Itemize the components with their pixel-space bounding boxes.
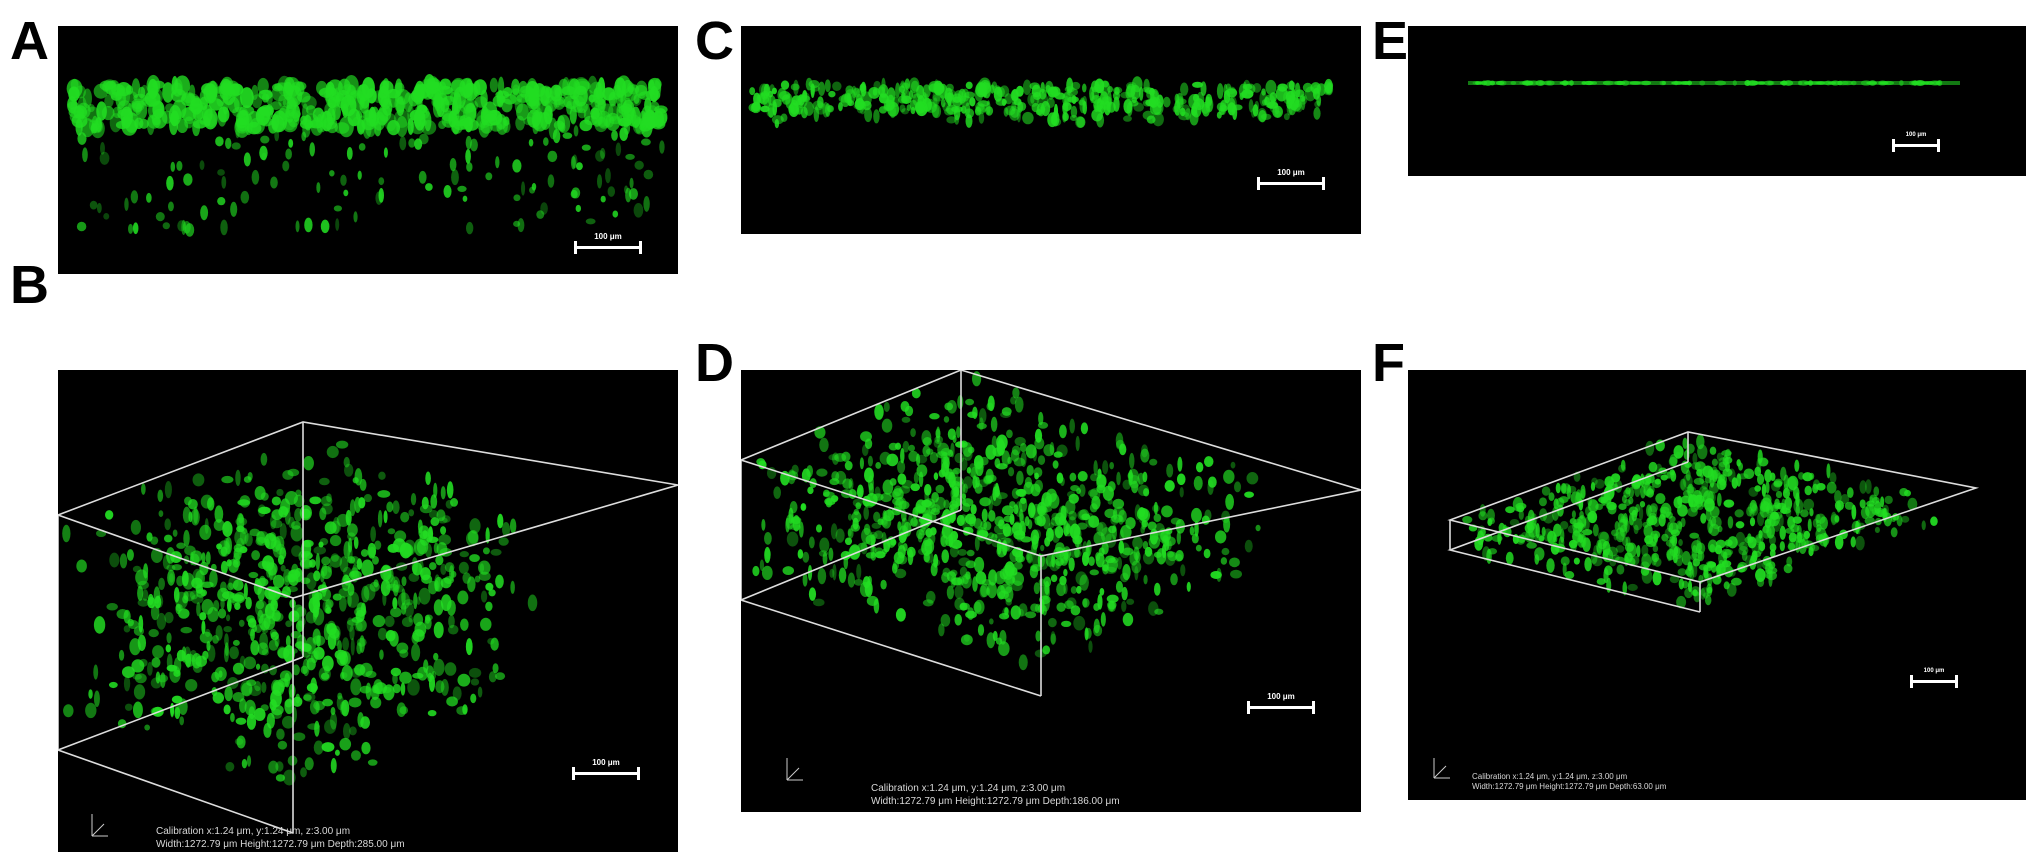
scale-bar-label: 100 μm [1277,168,1305,177]
panel-a-scale-bar: 100 μm [574,232,642,262]
panel-a-side-view: 100 μm [58,26,678,274]
panel-c-fluorescence-image [748,76,1334,129]
scale-bar-label: 100 μm [1267,692,1295,701]
panel-d-3d-view: 100 μm Calibration x:1.24 μm, y:1.24 μm,… [741,370,1361,812]
panel-e-scale-bar: 100 μm [1892,130,1940,160]
panel-label-a: A [10,11,49,71]
panel-label-d: D [695,333,734,393]
calibration-info: Calibration x:1.24 μm, y:1.24 μm, z:3.00… [156,825,405,851]
scale-bar-label: 100 μm [1923,668,1945,674]
axes-orientation-icon [781,754,815,788]
panel-f-3d-view: 100 μm Calibration x:1.24 μm, y:1.24 μm,… [1408,370,2026,800]
axes-orientation-icon [86,810,120,844]
calibration-info: Calibration x:1.24 μm, y:1.24 μm, z:3.00… [1472,772,1666,792]
panel-label-f: F [1372,333,1405,393]
panel-label-b: B [10,255,49,315]
panel-b-3d-view: 100 μm Calibration x:1.24 μm, y:1.24 μm,… [58,370,678,852]
calibration-line-1: Calibration x:1.24 μm, y:1.24 μm, z:3.00… [871,783,1066,794]
calibration-line-1: Calibration x:1.24 μm, y:1.24 μm, z:3.00… [1472,772,1628,781]
scale-bar-label: 100 μm [594,232,622,241]
panel-d-scale-bar: 100 μm [1247,692,1315,722]
panel-b-scale-bar: 100 μm [572,758,640,788]
panel-f-scale-bar: 100 μm [1910,666,1958,696]
calibration-line-1: Calibration x:1.24 μm, y:1.24 μm, z:3.00… [156,826,351,837]
panel-e-side-view: 100 μm [1408,26,2026,176]
panel-b-fluorescence-volume [58,421,678,834]
panel-c-side-view: 100 μm [741,26,1361,234]
scale-bar-label: 100 μm [1905,132,1927,138]
panel-e-fluorescence-image [1468,80,1960,86]
scale-bar-label: 100 μm [592,758,620,767]
calibration-line-2: Width:1272.79 μm Height:1272.79 μm Depth… [156,839,405,850]
panel-label-c: C [695,11,734,71]
panel-d-fluorescence-volume [741,370,1361,697]
axes-orientation-icon [1428,754,1462,788]
panel-a-fluorescence-image [66,73,668,237]
calibration-info: Calibration x:1.24 μm, y:1.24 μm, z:3.00… [871,782,1120,808]
panel-f-fluorescence-volume [1447,431,1980,613]
calibration-line-2: Width:1272.79 μm Height:1272.79 μm Depth… [1472,782,1667,791]
panel-c-scale-bar: 100 μm [1257,168,1325,198]
panel-label-e: E [1372,11,1409,71]
calibration-line-2: Width:1272.79 μm Height:1272.79 μm Depth… [871,796,1120,807]
